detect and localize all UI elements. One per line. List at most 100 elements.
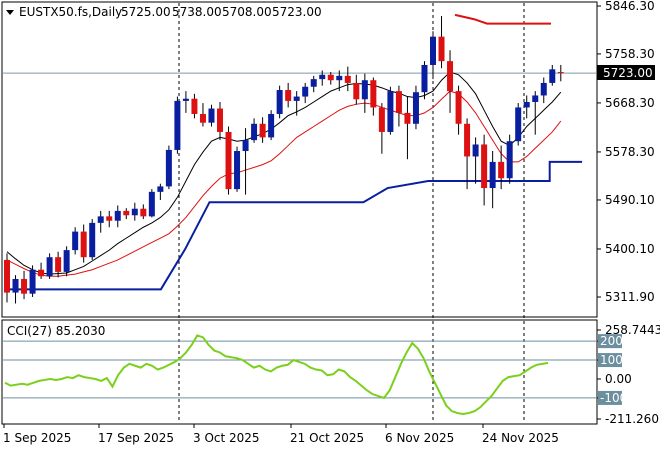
candle-body — [464, 123, 471, 157]
candle — [89, 219, 96, 260]
candle — [515, 103, 522, 146]
candle-body — [532, 95, 539, 103]
candle — [438, 15, 445, 69]
candle — [293, 91, 300, 116]
date-tick-label: 21 Oct 2025 — [290, 431, 364, 445]
candle — [123, 208, 130, 220]
candle-body — [549, 69, 556, 83]
candle — [532, 91, 539, 135]
cci-label: CCI(27) 85.2030 — [7, 324, 105, 338]
candle-body — [412, 92, 419, 124]
last-price-label: 5723.00 — [603, 66, 653, 80]
candle-body — [293, 96, 300, 101]
candle-body — [80, 231, 87, 258]
candle-body — [140, 208, 147, 217]
candle-body — [268, 113, 275, 138]
cci-level-tag — [598, 353, 622, 368]
candle — [387, 86, 394, 135]
candle-body — [344, 75, 351, 83]
candle — [489, 151, 496, 209]
candle — [80, 224, 87, 263]
candle-body — [242, 140, 249, 152]
candle — [140, 204, 147, 220]
candle — [242, 128, 249, 195]
price-tick-label: 5490.10 — [605, 193, 655, 207]
candle-body — [361, 80, 368, 100]
fast-ma-line — [6, 71, 562, 275]
candle-body — [285, 90, 292, 101]
candle — [38, 262, 45, 279]
candle — [395, 85, 402, 127]
candle-body — [106, 216, 113, 221]
candle-body — [182, 98, 189, 101]
cci-panel — [1, 319, 598, 425]
candle — [336, 70, 343, 92]
candle — [259, 117, 266, 143]
ohlc-close: 5723.00 — [272, 5, 322, 19]
candle-body — [12, 278, 19, 293]
candle — [131, 202, 138, 221]
candle — [208, 104, 215, 127]
candle-body — [97, 216, 104, 223]
candle — [430, 31, 436, 80]
candle-body — [251, 123, 258, 141]
candle-body — [114, 210, 121, 221]
candle-body — [540, 82, 547, 96]
candle-body — [447, 61, 454, 92]
price-tick-label: 5668.30 — [605, 96, 655, 110]
candle — [540, 77, 547, 104]
candle — [310, 75, 317, 93]
cci-level-tag — [598, 390, 622, 405]
candle — [455, 85, 462, 135]
candle — [557, 64, 564, 82]
candle — [157, 183, 164, 201]
candle-body — [165, 149, 172, 187]
candle — [148, 189, 155, 218]
candle — [225, 126, 232, 195]
candle — [319, 70, 326, 86]
cci-indicator-line — [4, 334, 549, 416]
candle-body — [199, 113, 206, 123]
candle — [217, 102, 223, 141]
candle — [353, 74, 360, 105]
candle — [12, 275, 19, 304]
cci-level-tag — [598, 334, 622, 349]
candle-body — [225, 131, 232, 190]
candle-body — [370, 80, 377, 108]
date-tick-label: 17 Sep 2025 — [98, 431, 174, 445]
resistance-step-line — [454, 13, 551, 25]
candle-body — [472, 144, 479, 157]
candle-body — [123, 210, 130, 216]
cci-tick-label: -100 — [600, 391, 627, 405]
price-tick-label: 5311.90 — [605, 290, 655, 304]
candle — [251, 118, 258, 143]
candle — [199, 103, 206, 127]
candle — [46, 253, 53, 279]
cci-level-lines — [3, 340, 596, 399]
candle — [191, 93, 198, 119]
candle-body — [148, 191, 155, 217]
candle — [464, 118, 471, 190]
candle-body — [191, 98, 198, 114]
candle-body — [421, 64, 428, 93]
date-tick-label: 24 Nov 2025 — [482, 431, 559, 445]
cci-tick-label: 258.7443 — [605, 323, 660, 337]
cci-line — [4, 334, 549, 416]
candle — [481, 134, 488, 206]
dropdown-triangle-icon[interactable] — [6, 10, 14, 15]
candle-body — [489, 161, 496, 189]
candle-body — [404, 112, 411, 124]
candle-body — [438, 36, 445, 62]
candle — [498, 145, 505, 190]
candle — [4, 253, 10, 303]
candle — [344, 66, 351, 92]
candle-body — [430, 36, 436, 65]
candle — [21, 270, 28, 300]
last-price-tag — [597, 65, 655, 80]
candle — [361, 73, 368, 113]
candle — [165, 145, 172, 190]
candle-body — [276, 90, 283, 114]
candle-body — [55, 257, 62, 272]
candle — [276, 85, 283, 119]
candle — [97, 210, 104, 233]
